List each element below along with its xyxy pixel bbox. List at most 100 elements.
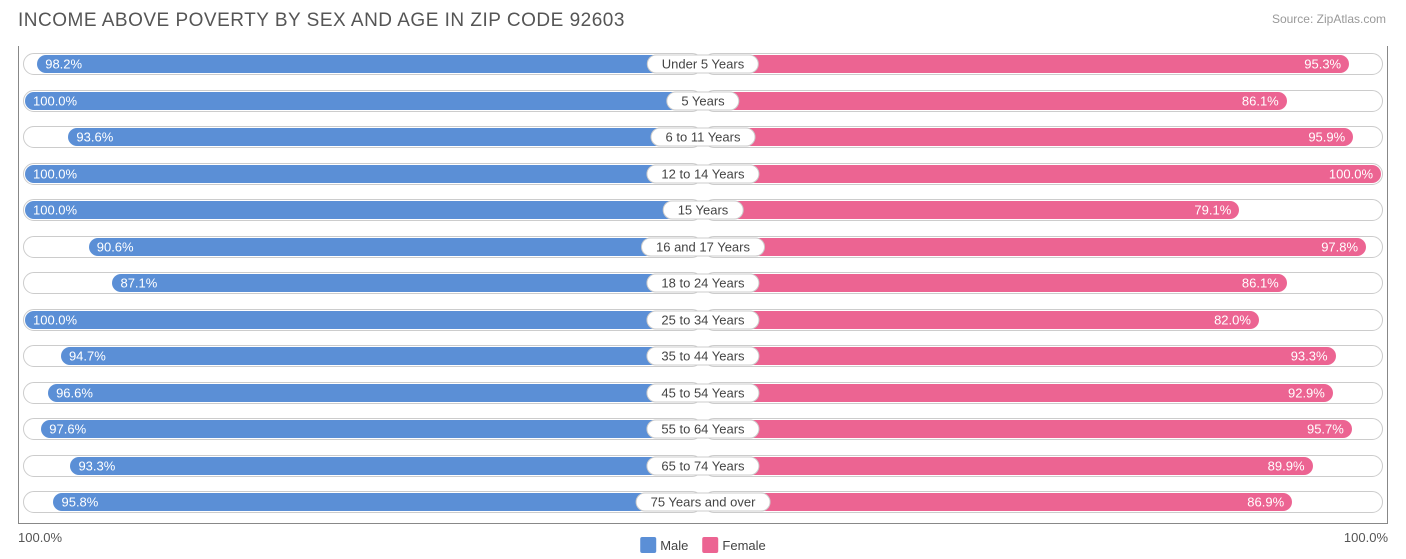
category-label: 16 and 17 Years	[641, 237, 765, 256]
axis-left-label: 100.0%	[18, 530, 62, 545]
legend-item-male: Male	[640, 537, 688, 553]
female-bar: 97.8%	[705, 238, 1366, 256]
category-label: Under 5 Years	[647, 55, 759, 74]
male-value-label: 100.0%	[33, 166, 77, 181]
female-bar: 95.3%	[705, 55, 1349, 73]
female-bar: 79.1%	[705, 201, 1239, 219]
female-track: 95.9%	[703, 126, 1383, 148]
chart-row: 94.7% 93.3% 35 to 44 Years	[19, 338, 1387, 375]
male-track: 100.0%	[23, 163, 703, 185]
category-label: 35 to 44 Years	[646, 347, 759, 366]
female-value-label: 86.1%	[1242, 276, 1279, 291]
category-label: 25 to 34 Years	[646, 310, 759, 329]
source-attribution: Source: ZipAtlas.com	[1272, 12, 1386, 26]
legend-male-label: Male	[660, 538, 688, 553]
female-value-label: 86.1%	[1242, 93, 1279, 108]
male-bar: 95.8%	[53, 493, 701, 511]
chart-row: 97.6% 95.7% 55 to 64 Years	[19, 411, 1387, 448]
male-swatch	[640, 537, 656, 553]
male-bar: 93.6%	[68, 128, 701, 146]
female-value-label: 93.3%	[1291, 349, 1328, 364]
male-value-label: 93.6%	[76, 130, 113, 145]
female-value-label: 95.3%	[1304, 57, 1341, 72]
female-swatch	[702, 537, 718, 553]
chart-row: 100.0% 86.1% 5 Years	[19, 83, 1387, 120]
male-value-label: 94.7%	[69, 349, 106, 364]
male-track: 93.6%	[23, 126, 703, 148]
female-bar: 86.1%	[705, 92, 1287, 110]
male-bar: 87.1%	[112, 274, 701, 292]
female-bar: 93.3%	[705, 347, 1336, 365]
category-label: 18 to 24 Years	[646, 274, 759, 293]
chart-row: 100.0%82.0%25 to 34 Years	[19, 302, 1387, 339]
chart-row: 93.3% 89.9% 65 to 74 Years	[19, 448, 1387, 485]
category-label: 15 Years	[663, 201, 744, 220]
female-track: 92.9%	[703, 382, 1383, 404]
male-bar: 94.7%	[61, 347, 701, 365]
category-label: 75 Years and over	[636, 493, 771, 512]
male-bar: 100.0%	[25, 311, 701, 329]
female-track: 86.1%	[703, 90, 1383, 112]
female-track: 95.3%	[703, 53, 1383, 75]
female-value-label: 100.0%	[1329, 166, 1373, 181]
female-value-label: 79.1%	[1194, 203, 1231, 218]
male-value-label: 100.0%	[33, 93, 77, 108]
female-value-label: 95.7%	[1307, 422, 1344, 437]
female-track: 89.9%	[703, 455, 1383, 477]
female-bar: 95.9%	[705, 128, 1353, 146]
female-bar: 89.9%	[705, 457, 1313, 475]
female-value-label: 97.8%	[1321, 239, 1358, 254]
male-value-label: 93.3%	[78, 458, 115, 473]
chart-row: 95.8% 86.9% 75 Years and over	[19, 484, 1387, 521]
female-bar: 92.9%	[705, 384, 1333, 402]
female-value-label: 86.9%	[1247, 495, 1284, 510]
male-bar: 93.3%	[70, 457, 701, 475]
category-label: 5 Years	[666, 91, 739, 110]
male-track: 97.6%	[23, 418, 703, 440]
female-track: 79.1%	[703, 199, 1383, 221]
male-value-label: 98.2%	[45, 57, 82, 72]
chart-row: 96.6%92.9%45 to 54 Years	[19, 375, 1387, 412]
male-value-label: 95.8%	[61, 495, 98, 510]
male-track: 100.0%	[23, 309, 703, 331]
chart-row: 100.0%100.0%12 to 14 Years	[19, 156, 1387, 193]
male-bar: 100.0%	[25, 92, 701, 110]
female-bar: 86.9%	[705, 493, 1292, 511]
legend-female-label: Female	[722, 538, 765, 553]
category-label: 65 to 74 Years	[646, 456, 759, 475]
male-bar: 90.6%	[89, 238, 701, 256]
male-value-label: 100.0%	[33, 203, 77, 218]
male-value-label: 97.6%	[49, 422, 86, 437]
category-label: 45 to 54 Years	[646, 383, 759, 402]
female-track: 100.0%	[703, 163, 1383, 185]
female-bar: 82.0%	[705, 311, 1259, 329]
male-track: 93.3%	[23, 455, 703, 477]
chart-row: 93.6% 95.9% 6 to 11 Years	[19, 119, 1387, 156]
female-track: 86.1%	[703, 272, 1383, 294]
male-bar: 97.6%	[41, 420, 701, 438]
chart-row: 87.1% 86.1% 18 to 24 Years	[19, 265, 1387, 302]
chart-row: 98.2% 95.3% Under 5 Years	[19, 46, 1387, 83]
female-track: 97.8%	[703, 236, 1383, 258]
female-value-label: 95.9%	[1308, 130, 1345, 145]
male-value-label: 90.6%	[97, 239, 134, 254]
male-track: 98.2%	[23, 53, 703, 75]
category-label: 6 to 11 Years	[651, 128, 756, 147]
female-bar: 100.0%	[705, 165, 1381, 183]
female-track: 82.0%	[703, 309, 1383, 331]
male-bar: 100.0%	[25, 165, 701, 183]
legend: Male Female	[640, 537, 766, 553]
female-bar: 86.1%	[705, 274, 1287, 292]
male-bar: 96.6%	[48, 384, 701, 402]
legend-item-female: Female	[702, 537, 765, 553]
male-bar: 98.2%	[37, 55, 701, 73]
male-track: 96.6%	[23, 382, 703, 404]
male-track: 100.0%	[23, 199, 703, 221]
female-value-label: 89.9%	[1268, 458, 1305, 473]
male-value-label: 87.1%	[120, 276, 157, 291]
diverging-bar-chart: 98.2% 95.3% Under 5 Years 100.0% 86.1% 5 Year…	[18, 46, 1388, 524]
category-label: 55 to 64 Years	[646, 420, 759, 439]
chart-title: INCOME ABOVE POVERTY BY SEX AND AGE IN Z…	[18, 10, 1388, 32]
male-track: 100.0%	[23, 90, 703, 112]
male-track: 95.8%	[23, 491, 703, 513]
